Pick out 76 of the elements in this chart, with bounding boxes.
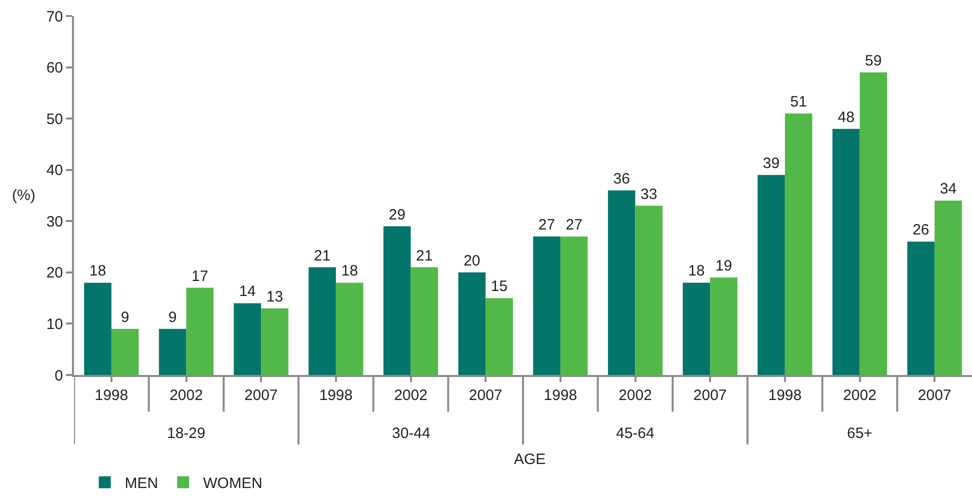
- y-tick-label: 20: [46, 264, 63, 282]
- data-label: 27: [566, 216, 582, 234]
- x-tick-label: 2007: [244, 387, 278, 404]
- bar: [560, 236, 588, 375]
- text: 30-44: [392, 425, 430, 442]
- bar: [608, 190, 636, 375]
- y-axis-title: (%): [12, 187, 36, 204]
- bar: [410, 267, 438, 375]
- x-tick-label: 1998: [544, 387, 578, 404]
- bar: [336, 282, 364, 375]
- x-axis-title: AGE: [514, 451, 546, 468]
- x-tick-label: 2007: [918, 387, 952, 404]
- bar: [383, 226, 411, 375]
- bar: [832, 128, 860, 375]
- data-label: 14: [239, 283, 256, 300]
- x-tick-label: 2002: [394, 387, 428, 404]
- data-label: 59: [865, 52, 882, 70]
- bar: [682, 282, 710, 375]
- data-label: 27: [538, 216, 556, 234]
- bar: [111, 328, 139, 375]
- data-label: 33: [640, 186, 658, 203]
- x-tick-label: 1998: [768, 387, 802, 404]
- y-tick-label: 0: [54, 367, 63, 384]
- data-label: 48: [838, 108, 854, 126]
- bar: [860, 72, 888, 375]
- text: 65+: [847, 425, 873, 442]
- x-tick-label: 2002: [170, 387, 203, 404]
- y-tick-label: 60: [46, 60, 63, 77]
- bar: [308, 267, 336, 375]
- data-label: 36: [613, 170, 630, 188]
- data-label: 18: [688, 262, 705, 280]
- data-label: 39: [762, 154, 780, 172]
- bar: [907, 242, 935, 375]
- data-label: 9: [120, 308, 130, 326]
- data-label: 15: [490, 278, 508, 296]
- data-label: 13: [266, 288, 284, 306]
- bar: [186, 288, 214, 375]
- text: 45-64: [616, 425, 654, 442]
- bar: [635, 206, 663, 375]
- bar: [158, 328, 186, 375]
- y-tick-label: 10: [46, 316, 63, 333]
- x-tick-label: 2007: [693, 387, 727, 404]
- bar: [533, 236, 560, 375]
- bar: [486, 298, 513, 375]
- data-label: 20: [464, 252, 480, 270]
- bar: [784, 113, 812, 375]
- bar: [458, 272, 486, 375]
- legend-label: MEN: [124, 475, 158, 492]
- data-label: 34: [940, 180, 957, 198]
- y-tick-label: 30: [46, 213, 63, 230]
- data-label: 21: [314, 247, 331, 264]
- data-label: 19: [715, 258, 732, 275]
- bar: [934, 200, 962, 375]
- x-tick-label: 2002: [843, 387, 876, 404]
- data-label: 51: [790, 93, 807, 110]
- data-label: 26: [912, 222, 930, 239]
- x-tick-label: 2007: [468, 387, 502, 404]
- y-tick-label: 40: [46, 162, 63, 180]
- y-tick-label: 70: [46, 8, 63, 26]
- text: 18-29: [167, 425, 206, 442]
- x-tick-label: 1998: [319, 387, 353, 404]
- legend-label: WOMEN: [203, 475, 262, 492]
- x-tick-label: 2002: [618, 387, 652, 404]
- x-tick-label: 1998: [94, 387, 128, 404]
- bar: [261, 308, 288, 375]
- bar: [234, 303, 262, 375]
- bar: [84, 282, 112, 375]
- data-label: 21: [416, 247, 433, 264]
- data-label: 29: [388, 206, 406, 224]
- data-label: 18: [341, 262, 358, 280]
- bar: [758, 174, 785, 375]
- bar: [710, 278, 738, 375]
- data-label: 17: [192, 268, 208, 285]
- y-tick-label: 50: [46, 110, 63, 128]
- data-label: 9: [168, 308, 177, 326]
- data-label: 18: [89, 262, 106, 280]
